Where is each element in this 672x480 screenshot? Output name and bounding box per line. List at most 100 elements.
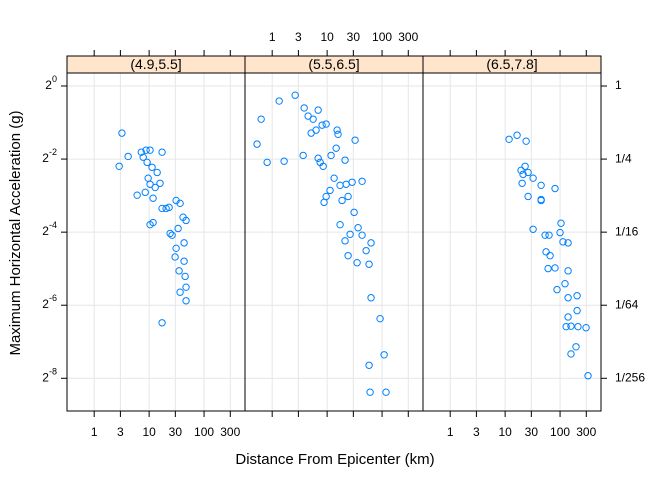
- point: [165, 203, 173, 212]
- point: [573, 292, 581, 300]
- strip: [422, 55, 602, 74]
- x-tick-label: 300: [220, 425, 240, 439]
- point: [354, 224, 362, 232]
- point: [144, 174, 152, 182]
- point: [382, 388, 390, 396]
- strip-label: (6.5,7.8]: [486, 56, 537, 72]
- point: [556, 228, 564, 237]
- point: [336, 181, 344, 190]
- point: [158, 204, 166, 213]
- strip-label: (5.5,6.5]: [308, 56, 359, 72]
- point: [522, 137, 530, 145]
- y-tick-label: 2-2: [42, 147, 57, 165]
- point: [380, 351, 388, 359]
- point: [166, 229, 174, 238]
- point: [334, 130, 342, 139]
- point: [353, 259, 361, 267]
- point: [146, 146, 154, 154]
- y2-tick-label: 1/16: [615, 224, 639, 238]
- x-tick-label: 1: [447, 425, 454, 439]
- point: [559, 238, 567, 246]
- point: [365, 361, 373, 369]
- point: [564, 294, 572, 302]
- point: [517, 166, 525, 175]
- point: [367, 239, 375, 247]
- point: [572, 343, 580, 351]
- point: [182, 297, 190, 305]
- point: [362, 246, 370, 255]
- y-tick-label: 2-8: [42, 367, 57, 385]
- point: [257, 115, 265, 123]
- point: [141, 188, 149, 197]
- point: [333, 126, 341, 134]
- point: [280, 157, 288, 165]
- point: [146, 220, 154, 229]
- point: [346, 230, 354, 239]
- strip-label: (4.9,5.5]: [130, 56, 181, 72]
- point: [524, 168, 532, 177]
- point: [175, 267, 183, 275]
- point: [299, 151, 307, 160]
- point: [322, 120, 330, 128]
- point: [275, 97, 283, 105]
- point: [142, 146, 150, 154]
- x-tick-label: 300: [398, 30, 418, 44]
- x-axis-label: Distance From Epicenter (km): [235, 451, 434, 468]
- point: [513, 131, 521, 139]
- point: [505, 135, 513, 143]
- point: [567, 350, 575, 358]
- point: [181, 272, 189, 281]
- point: [143, 158, 151, 167]
- point: [584, 372, 592, 380]
- x-tick-label: 300: [576, 425, 596, 439]
- point: [139, 153, 147, 161]
- point: [551, 184, 559, 193]
- point: [564, 313, 572, 321]
- point: [176, 199, 184, 208]
- point: [326, 186, 334, 195]
- point: [574, 322, 582, 331]
- point: [176, 288, 184, 296]
- point: [158, 148, 166, 156]
- point: [137, 148, 145, 156]
- x-tick-label: 100: [550, 425, 570, 439]
- point: [562, 322, 570, 331]
- point: [171, 253, 179, 261]
- point: [350, 208, 358, 217]
- point: [518, 179, 526, 187]
- y-tick-label: 20: [45, 74, 57, 92]
- point: [318, 121, 326, 129]
- point: [519, 170, 527, 179]
- y2-tick-label: 1: [615, 78, 622, 92]
- point: [148, 163, 156, 171]
- x-tick-label: 30: [525, 425, 539, 439]
- point: [537, 181, 545, 190]
- point: [344, 192, 352, 201]
- y-tick-label: 2-4: [42, 221, 57, 239]
- point: [521, 162, 529, 170]
- y-axis-label: Maximum Horizontal Acceleration (g): [7, 110, 24, 355]
- y2-tick-label: 1/4: [615, 151, 632, 165]
- point: [146, 180, 154, 188]
- x-tick-label: 30: [347, 30, 361, 44]
- point: [537, 196, 545, 205]
- point: [156, 179, 164, 187]
- point: [314, 154, 322, 162]
- x-tick-label: 100: [194, 425, 214, 439]
- x-tick-label: 10: [498, 425, 512, 439]
- x-tick-label: 3: [295, 30, 302, 44]
- point: [336, 220, 344, 229]
- point: [168, 231, 176, 239]
- point: [253, 140, 261, 148]
- point: [564, 267, 572, 275]
- point: [542, 248, 550, 256]
- point: [341, 156, 349, 164]
- point: [524, 192, 532, 201]
- x-tick-label: 1: [91, 425, 98, 439]
- point: [342, 180, 350, 188]
- point: [376, 314, 384, 323]
- point: [358, 231, 366, 239]
- x-tick-label: 3: [117, 425, 124, 439]
- x-tick-label: 10: [320, 30, 334, 44]
